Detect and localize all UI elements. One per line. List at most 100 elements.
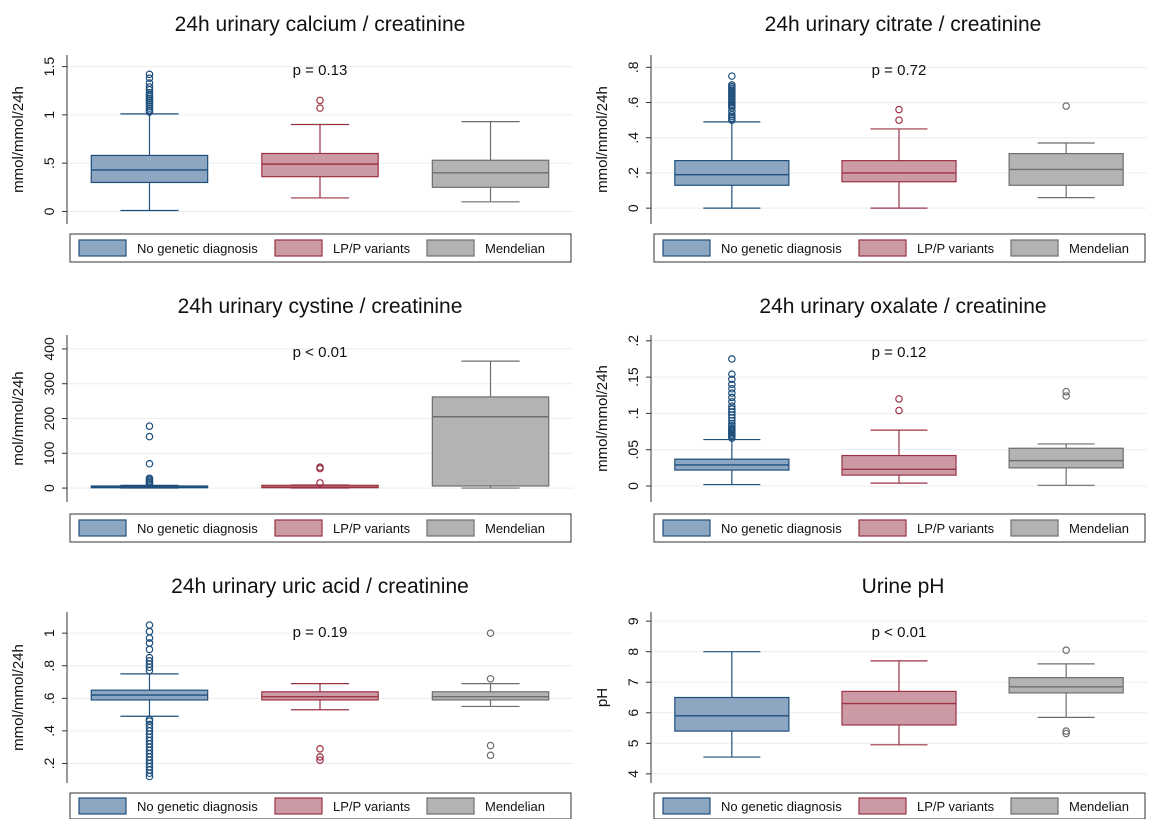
box-3	[431, 629, 550, 760]
outlier-point	[1062, 729, 1070, 738]
box-1	[674, 72, 790, 209]
legend-swatch	[426, 797, 475, 815]
y-axis-label: mol/mmol/24h	[10, 371, 27, 465]
legend-swatch	[426, 519, 475, 537]
box-3	[1008, 387, 1124, 486]
outlier-point	[728, 107, 736, 116]
y-tick-label: .1	[625, 407, 641, 419]
chart-panel-2: 24h urinary citrate / creatinine 0 .2 .4 .6.…	[594, 13, 1147, 263]
chart-title: Urine pH	[862, 575, 945, 598]
outlier-point	[895, 105, 903, 114]
y-axis-label: mmol/mmol/24h	[594, 365, 611, 472]
box-iqr	[841, 160, 957, 183]
outlier-point	[316, 96, 324, 105]
outlier-point	[145, 627, 154, 636]
outlier-point	[1062, 392, 1070, 400]
legend: No genetic diagnosis LP/P variants Mendeli…	[653, 513, 1146, 543]
y-tick-label: 1.5	[41, 57, 57, 77]
box-1	[674, 355, 790, 486]
box-1	[90, 422, 209, 489]
y-tick-label: .8	[41, 660, 57, 672]
y-tick-label: .6	[41, 692, 57, 704]
outlier-point	[145, 621, 154, 629]
box-3	[431, 360, 550, 489]
box-iqr	[674, 696, 790, 732]
p-value-annotation: p < 0.01	[872, 624, 927, 641]
outlier-point	[728, 393, 736, 402]
outlier-point	[728, 384, 736, 393]
outlier-point	[316, 753, 324, 761]
legend-label: No genetic diagnosis	[137, 521, 258, 536]
legend-swatch	[662, 519, 711, 537]
outlier-point	[145, 88, 154, 97]
legend-swatch	[1010, 239, 1059, 257]
box-1	[90, 70, 209, 212]
y-tick-label: .2	[41, 757, 57, 769]
chart-title: 24h urinary calcium / creatinine	[175, 13, 466, 36]
legend-swatch	[78, 797, 127, 815]
outlier-point	[728, 389, 736, 397]
box-3	[1008, 102, 1124, 199]
outlier-point	[145, 715, 154, 724]
legend-swatch	[662, 797, 711, 815]
box-iqr	[1008, 447, 1124, 469]
box-2	[261, 463, 379, 489]
outlier-point	[486, 674, 495, 683]
box-iqr	[261, 691, 379, 701]
chart-title: 24h urinary cystine / creatinine	[178, 295, 463, 318]
legend-label: Mendelian	[1069, 521, 1129, 536]
outlier-point	[316, 744, 324, 753]
legend: No genetic diagnosis LP/P variants Mendeli…	[69, 513, 572, 543]
legend-label: Mendelian	[485, 521, 545, 536]
y-tick-label: 0	[625, 204, 641, 212]
y-tick-label: .5	[41, 157, 57, 169]
chart-panel-3: 24h urinary cystine / creatinine 0 100 200 3…	[10, 295, 573, 543]
y-axis-label: mmol/mmol/24h	[594, 86, 611, 193]
outlier-point	[728, 397, 736, 406]
outlier-point	[728, 355, 736, 363]
outlier-point	[728, 375, 736, 384]
chart-panel-6: Urine pH 4 5 6 7 8 9 pH p < 0.01 No genetic diagn…	[594, 575, 1147, 819]
legend-swatch	[858, 797, 907, 815]
outlier-point	[316, 756, 324, 765]
legend: No genetic diagnosis LP/P variants Mendeli…	[653, 792, 1146, 819]
legend-swatch	[662, 239, 711, 257]
y-tick-label: 5	[625, 739, 641, 747]
legend-label: No genetic diagnosis	[137, 241, 258, 256]
p-value-annotation: p = 0.72	[872, 62, 927, 79]
legend-label: LP/P variants	[917, 241, 995, 256]
y-tick-label: 6	[625, 709, 641, 717]
y-tick-label: .4	[41, 725, 57, 737]
outlier-point	[145, 422, 154, 430]
y-tick-label: 100	[41, 441, 57, 465]
outlier-point	[145, 657, 154, 665]
outlier-point	[728, 402, 736, 410]
box-2	[841, 660, 957, 746]
outlier-point	[728, 111, 736, 119]
p-value-annotation: p = 0.19	[293, 624, 348, 641]
legend: No genetic diagnosis LP/P variants Mendeli…	[653, 233, 1146, 263]
p-value-annotation: p = 0.12	[872, 344, 927, 361]
outlier-point	[316, 479, 324, 487]
y-tick-label: 9	[625, 617, 641, 625]
legend-label: Mendelian	[1069, 241, 1129, 256]
box-iqr	[431, 396, 550, 487]
box-3	[1008, 646, 1124, 738]
y-tick-label: 0	[625, 482, 641, 490]
legend-label: LP/P variants	[333, 521, 411, 536]
outlier-point	[728, 380, 736, 389]
box-1	[90, 621, 209, 781]
legend-swatch	[1010, 797, 1059, 815]
y-tick-label: 0	[41, 484, 57, 492]
y-tick-label: 400	[41, 337, 57, 361]
y-tick-label: 8	[625, 648, 641, 656]
chart-panel-5: 24h urinary uric acid / creatinine .2 .4 .6…	[10, 575, 573, 819]
y-tick-label: .8	[625, 61, 641, 73]
y-tick-label: 7	[625, 678, 641, 686]
box-2	[261, 683, 379, 765]
legend-swatch	[78, 239, 127, 257]
outlier-point	[145, 645, 154, 654]
outlier-point	[1062, 387, 1070, 396]
box-iqr	[1008, 677, 1124, 694]
